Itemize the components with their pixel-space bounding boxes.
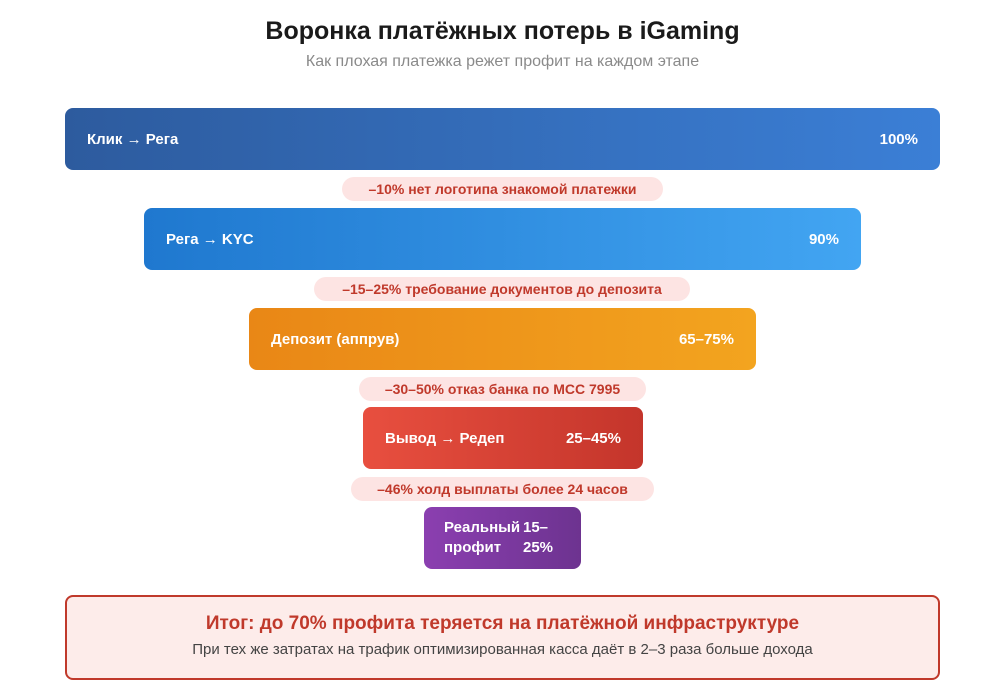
summary-headline: Итог: до 70% профита теряется на платёжн… <box>205 613 800 634</box>
funnel-stage-deposit: Депозит (аппрув) 65–75% <box>249 308 756 370</box>
page-title: Воронка платёжных потерь в iGaming <box>265 17 740 45</box>
funnel-stage-reg-kyc: Рега → KYC 90% <box>144 208 861 270</box>
funnel-stage-profit: Реальный профит 15–25% <box>424 507 581 569</box>
stage-value: 15–25% <box>523 519 554 556</box>
summary-note: При тех же затратах на трафик оптимизиро… <box>192 641 813 658</box>
loss-badge: –10% нет логотипа знакомой платежки <box>342 177 663 201</box>
funnel-stage-withdrawal: Вывод → Редеп 25–45% <box>363 407 643 469</box>
loss-badge: –46% холд выплаты более 24 часов <box>351 477 654 501</box>
stage-label: Депозит (аппрув) <box>271 330 400 348</box>
stage-value: 25–45% <box>565 429 621 447</box>
funnel-stage-click-reg: Клик → Рега 100% <box>65 108 940 170</box>
stage-label: Реальный профит <box>444 519 521 556</box>
stage-label: Вывод → Редеп <box>385 429 505 447</box>
stage-label: Рега → KYC <box>166 230 254 248</box>
stage-value: 65–75% <box>678 330 734 348</box>
summary-box: Итог: до 70% профита теряется на платёжн… <box>65 595 940 680</box>
stage-label: Клик → Рега <box>87 130 179 148</box>
loss-badge: –15–25% требование документов до депозит… <box>314 277 690 301</box>
loss-badge: –30–50% отказ банка по MCC 7995 <box>359 377 646 401</box>
stage-value: 100% <box>879 130 918 148</box>
stage-value: 90% <box>808 230 839 248</box>
page-subtitle: Как плохая платежка режет профит на кажд… <box>305 53 700 70</box>
